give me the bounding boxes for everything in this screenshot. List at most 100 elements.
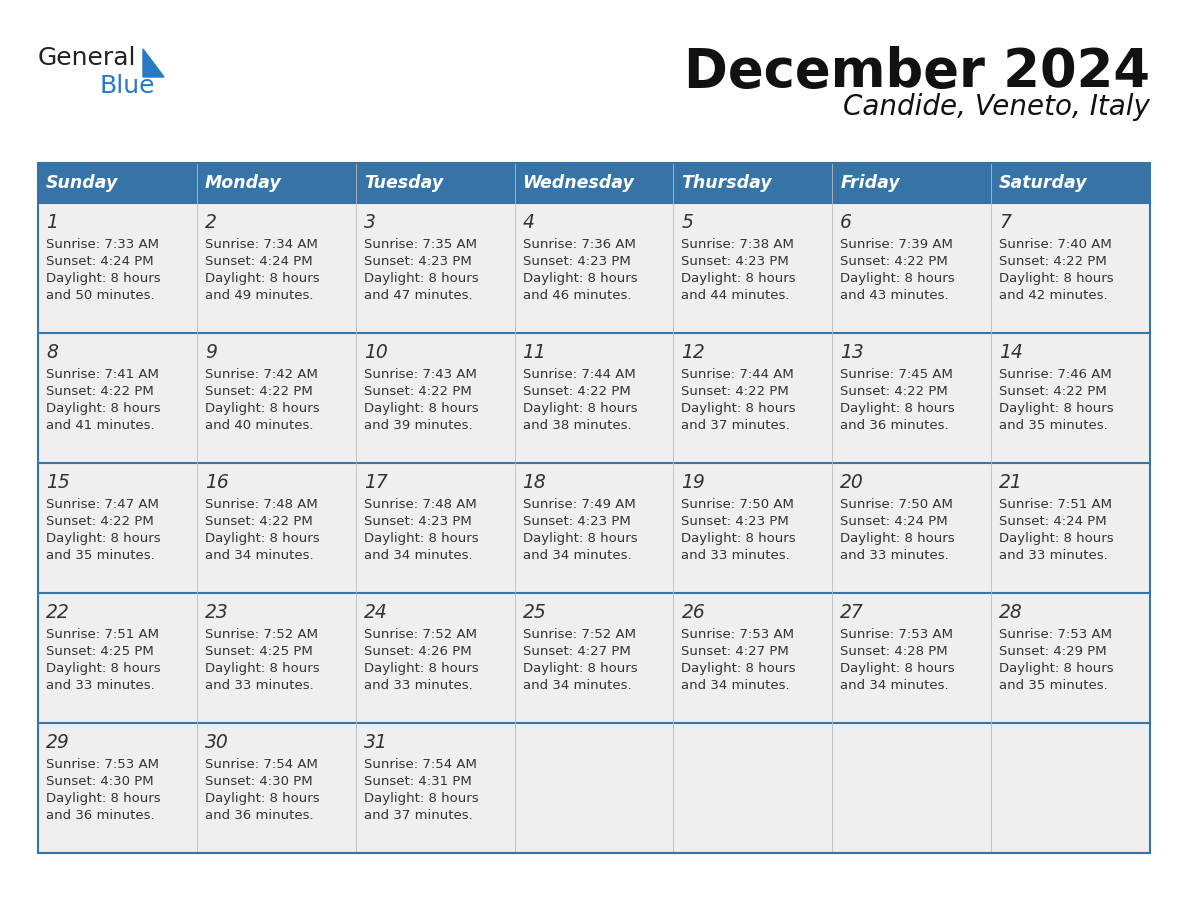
Text: Blue: Blue	[100, 74, 156, 98]
Text: Daylight: 8 hours: Daylight: 8 hours	[364, 662, 479, 675]
Text: Sunrise: 7:51 AM: Sunrise: 7:51 AM	[46, 628, 159, 641]
Text: Sunrise: 7:54 AM: Sunrise: 7:54 AM	[364, 758, 476, 771]
Text: 25: 25	[523, 603, 546, 622]
Text: and 34 minutes.: and 34 minutes.	[523, 549, 631, 562]
Text: and 43 minutes.: and 43 minutes.	[840, 289, 949, 302]
Text: Sunrise: 7:46 AM: Sunrise: 7:46 AM	[999, 368, 1112, 381]
Text: Sunrise: 7:45 AM: Sunrise: 7:45 AM	[840, 368, 953, 381]
Text: 7: 7	[999, 213, 1011, 232]
Text: and 40 minutes.: and 40 minutes.	[204, 419, 314, 432]
Text: and 42 minutes.: and 42 minutes.	[999, 289, 1107, 302]
Text: Daylight: 8 hours: Daylight: 8 hours	[364, 272, 479, 285]
Text: Daylight: 8 hours: Daylight: 8 hours	[999, 532, 1114, 545]
Text: 9: 9	[204, 343, 216, 362]
Text: Sunrise: 7:44 AM: Sunrise: 7:44 AM	[682, 368, 795, 381]
Text: Sunrise: 7:35 AM: Sunrise: 7:35 AM	[364, 238, 476, 251]
Text: Daylight: 8 hours: Daylight: 8 hours	[840, 272, 955, 285]
Text: 21: 21	[999, 473, 1023, 492]
Text: Sunday: Sunday	[46, 174, 119, 192]
Text: Sunrise: 7:38 AM: Sunrise: 7:38 AM	[682, 238, 795, 251]
Text: and 33 minutes.: and 33 minutes.	[840, 549, 949, 562]
Text: Daylight: 8 hours: Daylight: 8 hours	[999, 402, 1114, 415]
Text: Sunset: 4:23 PM: Sunset: 4:23 PM	[523, 515, 631, 528]
Text: Daylight: 8 hours: Daylight: 8 hours	[46, 272, 160, 285]
Text: Sunset: 4:24 PM: Sunset: 4:24 PM	[204, 255, 312, 268]
Text: and 34 minutes.: and 34 minutes.	[523, 679, 631, 692]
Text: Sunrise: 7:52 AM: Sunrise: 7:52 AM	[523, 628, 636, 641]
Text: 30: 30	[204, 733, 228, 752]
Text: Thursday: Thursday	[682, 174, 772, 192]
Text: 29: 29	[46, 733, 70, 752]
Text: 23: 23	[204, 603, 228, 622]
Text: Daylight: 8 hours: Daylight: 8 hours	[523, 272, 637, 285]
Text: Sunrise: 7:39 AM: Sunrise: 7:39 AM	[840, 238, 953, 251]
Text: and 36 minutes.: and 36 minutes.	[204, 809, 314, 822]
Text: Daylight: 8 hours: Daylight: 8 hours	[840, 402, 955, 415]
Text: and 34 minutes.: and 34 minutes.	[364, 549, 473, 562]
Text: Daylight: 8 hours: Daylight: 8 hours	[840, 662, 955, 675]
Text: 2: 2	[204, 213, 216, 232]
Text: 6: 6	[840, 213, 852, 232]
Text: Sunrise: 7:44 AM: Sunrise: 7:44 AM	[523, 368, 636, 381]
Text: 11: 11	[523, 343, 546, 362]
Text: Sunset: 4:23 PM: Sunset: 4:23 PM	[523, 255, 631, 268]
Bar	[38, 593, 1150, 723]
Text: Sunrise: 7:34 AM: Sunrise: 7:34 AM	[204, 238, 317, 251]
Text: Sunset: 4:23 PM: Sunset: 4:23 PM	[682, 255, 789, 268]
Text: Sunrise: 7:48 AM: Sunrise: 7:48 AM	[204, 498, 317, 511]
Text: and 34 minutes.: and 34 minutes.	[840, 679, 949, 692]
Text: Daylight: 8 hours: Daylight: 8 hours	[204, 662, 320, 675]
Text: Daylight: 8 hours: Daylight: 8 hours	[523, 402, 637, 415]
Text: Sunset: 4:23 PM: Sunset: 4:23 PM	[364, 515, 472, 528]
Text: 26: 26	[682, 603, 706, 622]
Text: Daylight: 8 hours: Daylight: 8 hours	[46, 792, 160, 805]
Text: 19: 19	[682, 473, 706, 492]
Text: Sunset: 4:23 PM: Sunset: 4:23 PM	[682, 515, 789, 528]
Text: Sunrise: 7:50 AM: Sunrise: 7:50 AM	[840, 498, 953, 511]
Text: 16: 16	[204, 473, 228, 492]
Text: Sunrise: 7:40 AM: Sunrise: 7:40 AM	[999, 238, 1112, 251]
Text: Saturday: Saturday	[999, 174, 1088, 192]
Text: Sunset: 4:25 PM: Sunset: 4:25 PM	[204, 645, 312, 658]
Text: Sunset: 4:22 PM: Sunset: 4:22 PM	[46, 515, 153, 528]
Text: Sunrise: 7:53 AM: Sunrise: 7:53 AM	[682, 628, 795, 641]
Bar	[38, 203, 1150, 333]
Text: Sunrise: 7:42 AM: Sunrise: 7:42 AM	[204, 368, 317, 381]
Bar	[38, 333, 1150, 463]
Text: and 33 minutes.: and 33 minutes.	[46, 679, 154, 692]
Text: Sunrise: 7:33 AM: Sunrise: 7:33 AM	[46, 238, 159, 251]
Text: Sunset: 4:22 PM: Sunset: 4:22 PM	[840, 385, 948, 398]
Text: and 44 minutes.: and 44 minutes.	[682, 289, 790, 302]
Text: Daylight: 8 hours: Daylight: 8 hours	[204, 402, 320, 415]
Text: Daylight: 8 hours: Daylight: 8 hours	[999, 272, 1114, 285]
Text: 3: 3	[364, 213, 375, 232]
Text: Sunrise: 7:47 AM: Sunrise: 7:47 AM	[46, 498, 159, 511]
Text: 15: 15	[46, 473, 70, 492]
Text: 10: 10	[364, 343, 387, 362]
Text: 22: 22	[46, 603, 70, 622]
Text: and 38 minutes.: and 38 minutes.	[523, 419, 631, 432]
Text: and 33 minutes.: and 33 minutes.	[204, 679, 314, 692]
Text: 20: 20	[840, 473, 864, 492]
Text: Daylight: 8 hours: Daylight: 8 hours	[46, 532, 160, 545]
Text: Sunset: 4:22 PM: Sunset: 4:22 PM	[999, 255, 1107, 268]
Text: Sunrise: 7:53 AM: Sunrise: 7:53 AM	[999, 628, 1112, 641]
Text: Sunset: 4:22 PM: Sunset: 4:22 PM	[204, 385, 312, 398]
Text: Daylight: 8 hours: Daylight: 8 hours	[523, 532, 637, 545]
Text: and 35 minutes.: and 35 minutes.	[999, 679, 1108, 692]
Text: Sunset: 4:22 PM: Sunset: 4:22 PM	[46, 385, 153, 398]
Text: and 47 minutes.: and 47 minutes.	[364, 289, 473, 302]
Text: 14: 14	[999, 343, 1023, 362]
Bar	[38, 723, 1150, 853]
Text: Sunrise: 7:43 AM: Sunrise: 7:43 AM	[364, 368, 476, 381]
Text: Sunset: 4:24 PM: Sunset: 4:24 PM	[840, 515, 948, 528]
Text: Sunrise: 7:49 AM: Sunrise: 7:49 AM	[523, 498, 636, 511]
Text: and 34 minutes.: and 34 minutes.	[682, 679, 790, 692]
Text: Sunset: 4:30 PM: Sunset: 4:30 PM	[204, 775, 312, 788]
Text: Daylight: 8 hours: Daylight: 8 hours	[46, 402, 160, 415]
Text: Sunset: 4:27 PM: Sunset: 4:27 PM	[682, 645, 789, 658]
Text: Sunset: 4:29 PM: Sunset: 4:29 PM	[999, 645, 1107, 658]
Bar	[38, 463, 1150, 593]
Text: Sunrise: 7:36 AM: Sunrise: 7:36 AM	[523, 238, 636, 251]
Text: and 41 minutes.: and 41 minutes.	[46, 419, 154, 432]
